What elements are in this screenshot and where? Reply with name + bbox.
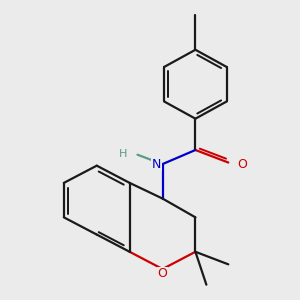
Text: O: O (238, 158, 248, 171)
Text: H: H (119, 149, 128, 159)
Text: N: N (152, 158, 161, 171)
Text: O: O (158, 267, 167, 280)
